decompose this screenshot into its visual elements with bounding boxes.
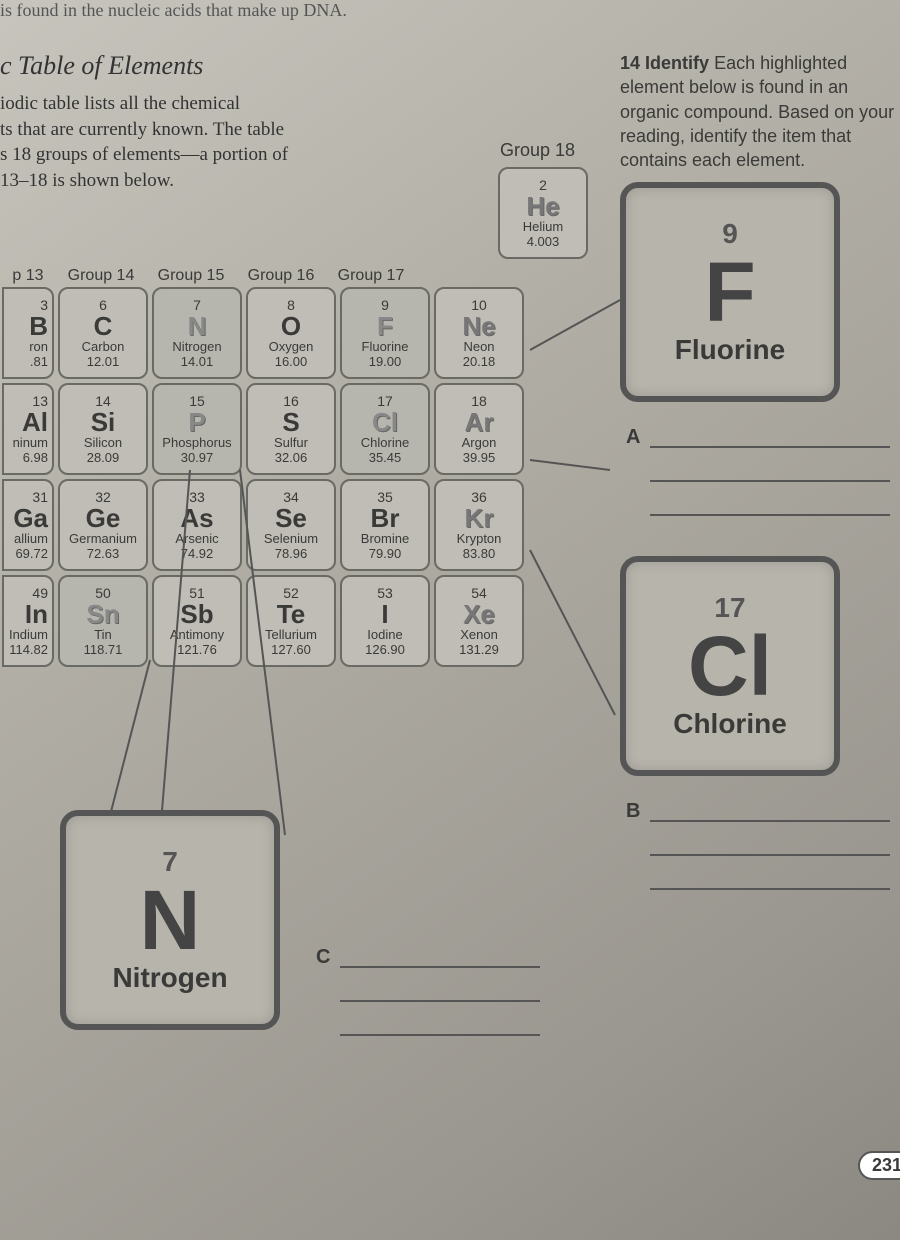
- element-cell: 18ArArgon39.95: [434, 383, 524, 475]
- element-cell-edge: 3Bron.81: [2, 287, 54, 379]
- element-cell: 50SnTin118.71: [58, 575, 148, 667]
- element-cell: 52TeTellurium127.60: [246, 575, 336, 667]
- answer-label-b: B: [626, 800, 640, 823]
- answer-line[interactable]: [650, 454, 890, 482]
- big-element-symbol: F: [704, 250, 755, 334]
- element-cell: 10NeNeon20.18: [434, 287, 524, 379]
- element-cell: 17ClChlorine35.45: [340, 383, 430, 475]
- element-cell-edge: 31Gaallium69.72: [2, 479, 54, 571]
- group-label: Group 15: [146, 267, 236, 285]
- answer-label-a: A: [626, 426, 640, 449]
- element-cell: 33AsArsenic74.92: [152, 479, 242, 571]
- question-number: 14: [620, 53, 640, 73]
- element-cell: 9FFluorine19.00: [340, 287, 430, 379]
- big-tile-nitrogen: 7 N Nitrogen: [60, 810, 280, 1030]
- element-cell: 36KrKrypton83.80: [434, 479, 524, 571]
- element-name: Helium: [523, 219, 563, 234]
- answer-line[interactable]: [340, 1008, 540, 1036]
- element-cell-he: 2 He Helium 4.003: [498, 167, 588, 259]
- element-symbol: He: [526, 193, 559, 219]
- question-14: 14 Identify Each highlighted element bel…: [620, 51, 900, 172]
- element-cell: 32GeGermanium72.63: [58, 479, 148, 571]
- group-label: Group 16: [236, 267, 326, 285]
- element-cell: 14SiSilicon28.09: [58, 383, 148, 475]
- element-cell: 7NNitrogen14.01: [152, 287, 242, 379]
- answer-line[interactable]: [340, 940, 540, 968]
- question-keyword: Identify: [645, 53, 709, 73]
- big-element-name: Chlorine: [673, 708, 787, 740]
- periodic-table: Group 18 2 He Helium 4.003 p 13Group 14G…: [0, 140, 600, 669]
- group-labels-row: p 13Group 14Group 15Group 16Group 17: [0, 267, 600, 285]
- page-header-fragment: is found in the nucleic acids that make …: [0, 0, 900, 21]
- element-cell: 35BrBromine79.90: [340, 479, 430, 571]
- element-cell: 51SbAntimony121.76: [152, 575, 242, 667]
- element-cell: 54XeXenon131.29: [434, 575, 524, 667]
- element-cell: 6CCarbon12.01: [58, 287, 148, 379]
- section-title: c Table of Elements: [0, 51, 600, 81]
- big-element-name: Nitrogen: [112, 962, 227, 994]
- element-cell: 8OOxygen16.00: [246, 287, 336, 379]
- element-cell-edge: 13Alninum6.98: [2, 383, 54, 475]
- answer-line[interactable]: [650, 862, 890, 890]
- element-cell: 34SeSelenium78.96: [246, 479, 336, 571]
- element-cell: 15PPhosphorus30.97: [152, 383, 242, 475]
- element-cell: 53IIodine126.90: [340, 575, 430, 667]
- group-label: p 13: [0, 267, 56, 285]
- element-cell: 16SSulfur32.06: [246, 383, 336, 475]
- big-element-name: Fluorine: [675, 334, 785, 366]
- group-18-label: Group 18: [500, 140, 600, 161]
- answer-line[interactable]: [650, 794, 890, 822]
- page-number: 231: [858, 1151, 900, 1180]
- big-tile-chlorine: 17 Cl Chlorine: [620, 556, 840, 776]
- big-element-symbol: Cl: [688, 624, 772, 708]
- answer-line[interactable]: [650, 828, 890, 856]
- big-tile-fluorine: 9 F Fluorine: [620, 182, 840, 402]
- answer-label-c: C: [316, 946, 330, 969]
- answer-line[interactable]: [650, 420, 890, 448]
- answer-line[interactable]: [650, 488, 890, 516]
- big-element-symbol: N: [140, 878, 201, 962]
- answer-line[interactable]: [340, 974, 540, 1002]
- group-label: Group 14: [56, 267, 146, 285]
- element-cell-edge: 49InIndium114.82: [2, 575, 54, 667]
- group-label: Group 17: [326, 267, 416, 285]
- atomic-weight: 4.003: [527, 234, 560, 249]
